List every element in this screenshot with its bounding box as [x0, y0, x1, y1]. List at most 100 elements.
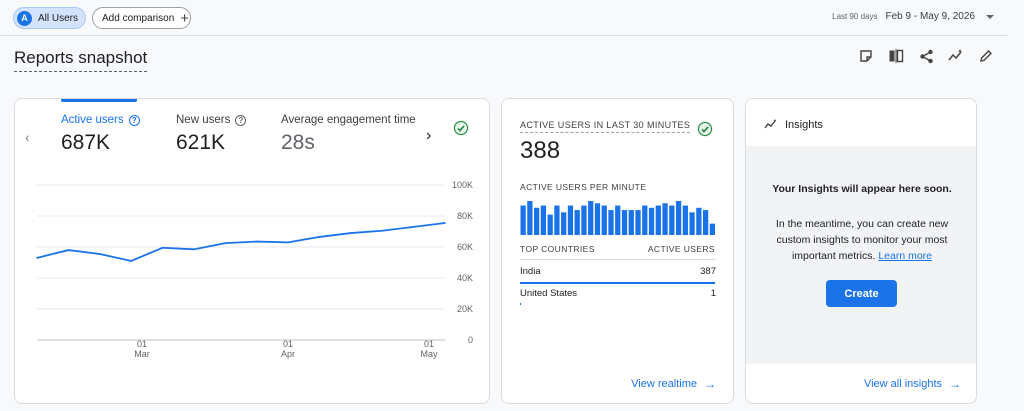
metric-value: 687K [61, 131, 111, 154]
segment-label: All Users [38, 12, 79, 24]
insights-description: In the meantime, you can create new cust… [775, 218, 949, 262]
y-tick-label: 20K [457, 304, 473, 314]
per-minute-bar [628, 210, 634, 235]
per-minute-bar [527, 201, 533, 235]
data-point [98, 253, 101, 255]
per-minute-bar [702, 210, 709, 235]
plus-icon: + [180, 9, 190, 27]
x-tick-label: 01 [137, 339, 147, 349]
arrow-right-icon: → [949, 377, 961, 391]
per-minute-bar [547, 214, 553, 235]
per-minute-bar [594, 203, 601, 235]
per-minute-bar [574, 210, 580, 235]
per-minute-bar [534, 207, 540, 235]
data-point [193, 248, 195, 251]
edit-icon[interactable] [978, 48, 994, 64]
x-tick-label: Apr [281, 349, 295, 359]
series-line-active-users [36, 222, 446, 262]
date-range-value: Feb 9 - May 9, 2026 [885, 11, 976, 22]
help-icon[interactable]: ? [235, 114, 247, 126]
x-tick-label: May [420, 349, 438, 359]
check-circle-icon [453, 120, 469, 136]
per-minute-bar [675, 201, 682, 235]
report-toolbar [858, 48, 1008, 64]
data-point [161, 246, 164, 249]
data-point [130, 260, 132, 262]
insights-icon [764, 119, 777, 129]
view-realtime-link[interactable]: View realtime → [631, 377, 716, 391]
per-minute-bar [709, 223, 715, 235]
col-header-country: TOP COUNTRIES [520, 244, 595, 254]
per-minute-bar-chart [520, 201, 715, 235]
country-users: 1 [710, 288, 716, 299]
arrow-right-icon: → [704, 377, 716, 391]
per-minute-bar [696, 207, 702, 235]
add-comparison-button[interactable]: Add comparison + [92, 7, 191, 29]
metric-label: Average engagement time p [281, 114, 419, 126]
per-minute-bar [608, 210, 614, 235]
x-tick-label: 01 [424, 339, 434, 349]
metrics-card: ‹ Active users? 687K New users? 621K Ave… [14, 98, 490, 404]
data-point [287, 241, 289, 244]
country-name: United States [520, 288, 578, 299]
realtime-card: ACTIVE USERS IN LAST 30 MINUTES 388 ACTI… [501, 98, 734, 404]
insights-icon[interactable] [948, 48, 964, 64]
share-bar [520, 282, 716, 284]
segment-chip-all-users[interactable]: A All Users [13, 7, 86, 29]
per-minute-bar [642, 205, 648, 235]
insights-heading: Your Insights will appear here soon. [772, 183, 952, 195]
view-realtime-label: View realtime [631, 378, 697, 390]
per-minute-bar [520, 205, 526, 235]
segment-avatar: A [17, 10, 32, 26]
divider [520, 259, 716, 260]
y-tick-label: 100K [452, 180, 473, 190]
page-title[interactable]: Reports snapshot [14, 48, 148, 72]
metric-value: 28s [281, 131, 315, 154]
chevron-left-icon[interactable]: ‹ [25, 129, 30, 145]
per-minute-bar [621, 210, 628, 235]
realtime-title[interactable]: ACTIVE USERS IN LAST 30 MINUTES [520, 120, 691, 133]
y-tick-label: 40K [457, 273, 473, 283]
x-tick-label: Mar [134, 349, 150, 359]
data-point [381, 229, 384, 232]
data-point [318, 236, 321, 238]
divider [0, 35, 1007, 36]
view-all-insights-label: View all insights [863, 378, 942, 390]
table-row[interactable]: India 387 [520, 266, 716, 277]
share-icon[interactable] [918, 48, 934, 64]
share-bar [520, 303, 716, 305]
annotation-icon[interactable] [858, 48, 874, 64]
create-button[interactable]: Create [826, 280, 897, 307]
per-minute-bar [682, 205, 688, 235]
date-range-selector[interactable]: Last 90 days Feb 9 - May 9, 2026 [832, 11, 994, 22]
view-all-insights-link[interactable]: View all insights → [864, 377, 961, 391]
data-point [224, 242, 227, 244]
data-point [350, 232, 352, 234]
per-minute-bar [567, 205, 574, 235]
learn-more-link[interactable]: Learn more [878, 250, 933, 262]
per-minute-bar [554, 205, 560, 235]
table-row[interactable]: United States 1 [520, 288, 716, 299]
data-point [255, 240, 258, 243]
per-minute-bar [689, 212, 695, 235]
metric-tab-active-users[interactable]: Active users? 687K [61, 114, 140, 155]
data-point [67, 249, 70, 251]
y-tick-label: 80K [457, 211, 473, 221]
top-bar: A All Users Add comparison + Last 90 day… [0, 0, 1024, 36]
y-tick-label: 60K [457, 242, 473, 252]
data-point [412, 226, 415, 228]
metric-tab-engagement-time[interactable]: Average engagement time p 28s [281, 114, 419, 155]
active-tab-indicator [61, 99, 137, 102]
compare-icon[interactable] [888, 48, 904, 64]
per-minute-bar [588, 201, 594, 235]
metric-tab-new-users[interactable]: New users? 621K [176, 114, 247, 155]
help-icon[interactable]: ? [128, 114, 140, 126]
chevron-right-icon[interactable]: › [426, 127, 432, 144]
per-minute-bar [581, 205, 587, 235]
insights-header: Insights [746, 99, 976, 146]
dropdown-caret-icon [986, 14, 994, 19]
insights-empty-state: Your Insights will appear here soon. In … [746, 146, 976, 364]
per-minute-bar [669, 205, 675, 235]
data-point [36, 257, 38, 259]
